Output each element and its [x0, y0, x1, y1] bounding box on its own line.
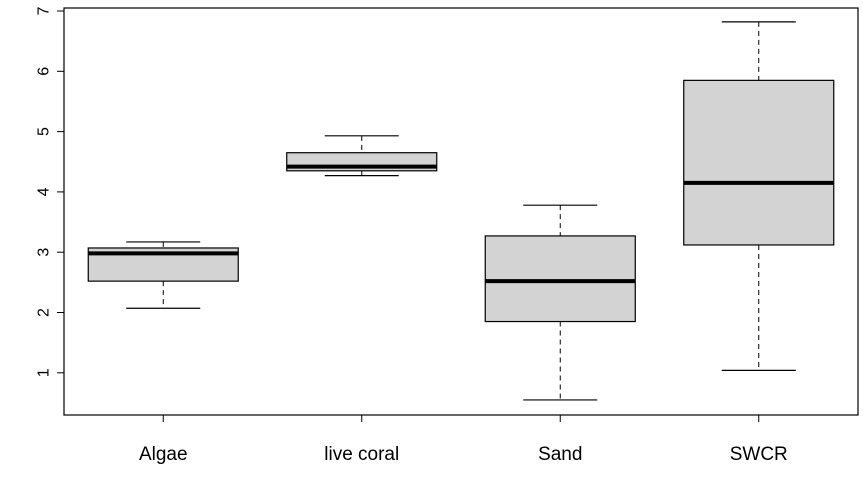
y-tick-label: 3 — [36, 248, 53, 257]
y-tick-label: 1 — [36, 368, 53, 377]
box-sand: Sand — [484, 204, 636, 465]
box-rect — [484, 235, 636, 323]
y-tick-label: 6 — [36, 67, 53, 76]
x-tick-label: Algae — [139, 444, 188, 465]
box-swcr: SWCR — [683, 21, 835, 465]
box-rect — [683, 79, 835, 246]
y-tick-label: 7 — [36, 6, 53, 15]
x-tick-label: Sand — [538, 444, 582, 465]
x-tick-label: SWCR — [730, 444, 788, 465]
plot-frame — [63, 7, 859, 416]
box-algae: Algae — [87, 241, 239, 465]
y-tick-label: 4 — [36, 187, 53, 196]
y-tick-label: 2 — [36, 308, 53, 317]
box-live-coral: live coral — [286, 135, 438, 465]
x-tick-label: live coral — [324, 444, 399, 465]
y-tick-label: 5 — [36, 127, 53, 136]
